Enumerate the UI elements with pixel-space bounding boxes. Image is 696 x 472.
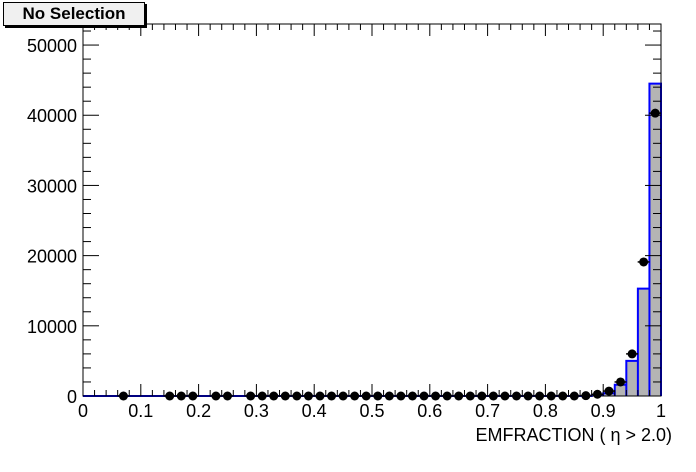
data-point — [512, 391, 521, 401]
data-point — [396, 391, 406, 401]
data-point — [223, 391, 232, 401]
histogram-bar — [637, 288, 650, 396]
data-point — [350, 391, 360, 401]
histogram-bar — [649, 83, 661, 397]
x-tick-label: 0.5 — [359, 401, 384, 421]
data-point — [535, 391, 545, 401]
data-point — [373, 391, 383, 401]
x-tick-label: 0.4 — [302, 401, 327, 421]
data-point — [558, 391, 568, 401]
y-tick-label: 50000 — [27, 36, 77, 56]
data-point — [407, 391, 417, 401]
x-tick-label: 0.1 — [128, 401, 153, 421]
data-point — [211, 391, 221, 401]
x-tick-label: 0.3 — [244, 401, 269, 421]
data-point — [280, 391, 290, 401]
data-point — [338, 391, 348, 401]
y-tick-label: 30000 — [27, 176, 77, 196]
data-point — [303, 391, 313, 401]
data-point — [639, 257, 649, 267]
data-point — [650, 108, 660, 118]
data-point — [546, 391, 556, 401]
y-tick-label: 10000 — [27, 317, 77, 337]
data-point — [188, 391, 198, 401]
data-point — [327, 391, 337, 401]
data-point — [419, 391, 429, 401]
data-point — [165, 391, 175, 401]
data-point — [361, 391, 371, 401]
data-point — [488, 391, 498, 401]
data-point — [616, 377, 626, 387]
data-point — [569, 391, 579, 401]
x-axis-label: EMFRACTION ( η > 2.0) — [475, 425, 672, 445]
y-tick-label: 40000 — [27, 106, 77, 126]
data-point — [246, 391, 256, 401]
data-point — [269, 391, 279, 401]
data-point — [523, 391, 533, 401]
data-point — [592, 389, 602, 399]
data-point — [442, 391, 452, 401]
histogram-bar — [614, 384, 627, 396]
x-tick-label: 0.9 — [591, 401, 616, 421]
x-tick-label: 1 — [656, 401, 666, 421]
y-tick-label: 0 — [67, 387, 77, 407]
x-tick-label: 0.6 — [417, 401, 442, 421]
data-point — [118, 391, 128, 401]
x-tick-label: 0.8 — [533, 401, 558, 421]
data-point — [384, 391, 394, 401]
x-tick-label: 0.2 — [186, 401, 211, 421]
histogram-outline — [83, 82, 662, 397]
data-point — [315, 391, 325, 401]
data-point — [176, 391, 186, 401]
data-point — [627, 349, 637, 359]
y-tick-label: 20000 — [27, 247, 77, 267]
x-tick-label: 0 — [78, 401, 88, 421]
chart-title: No Selection — [3, 2, 145, 26]
histogram-bar — [626, 360, 638, 396]
data-point — [581, 391, 591, 401]
data-point — [465, 391, 475, 401]
x-tick-label: 0.7 — [475, 401, 500, 421]
plot-frame — [82, 23, 662, 397]
data-point — [477, 391, 487, 401]
data-point — [431, 391, 441, 401]
data-point — [292, 391, 302, 401]
data-point — [500, 391, 510, 401]
data-point — [454, 391, 464, 401]
data-point — [257, 391, 267, 401]
data-point — [604, 386, 614, 396]
